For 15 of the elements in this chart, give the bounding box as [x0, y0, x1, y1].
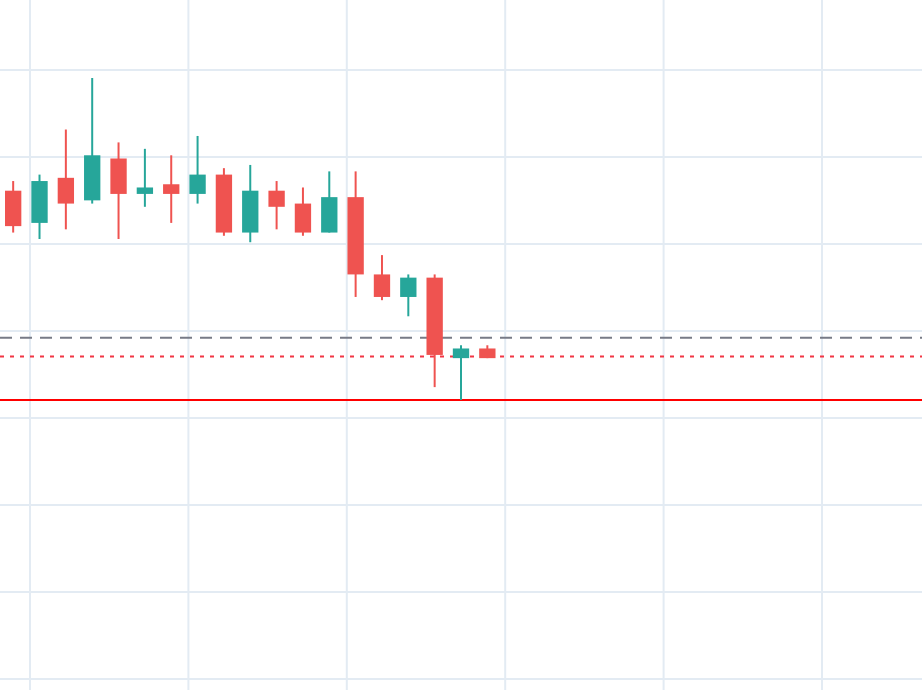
candlestick [400, 273, 417, 318]
candlestick [84, 77, 101, 205]
candlestick [57, 128, 75, 231]
candlestick [242, 163, 259, 244]
candlestick [136, 147, 154, 208]
candlestick [268, 180, 285, 231]
candlestick [321, 170, 338, 234]
candlestick [5, 180, 22, 234]
candlestick [189, 134, 206, 205]
candlestick [452, 344, 470, 401]
candlestick [110, 141, 127, 240]
candlestick [163, 154, 180, 224]
candlestick [31, 173, 48, 240]
candlestick [294, 186, 312, 237]
candlestick [373, 254, 391, 302]
